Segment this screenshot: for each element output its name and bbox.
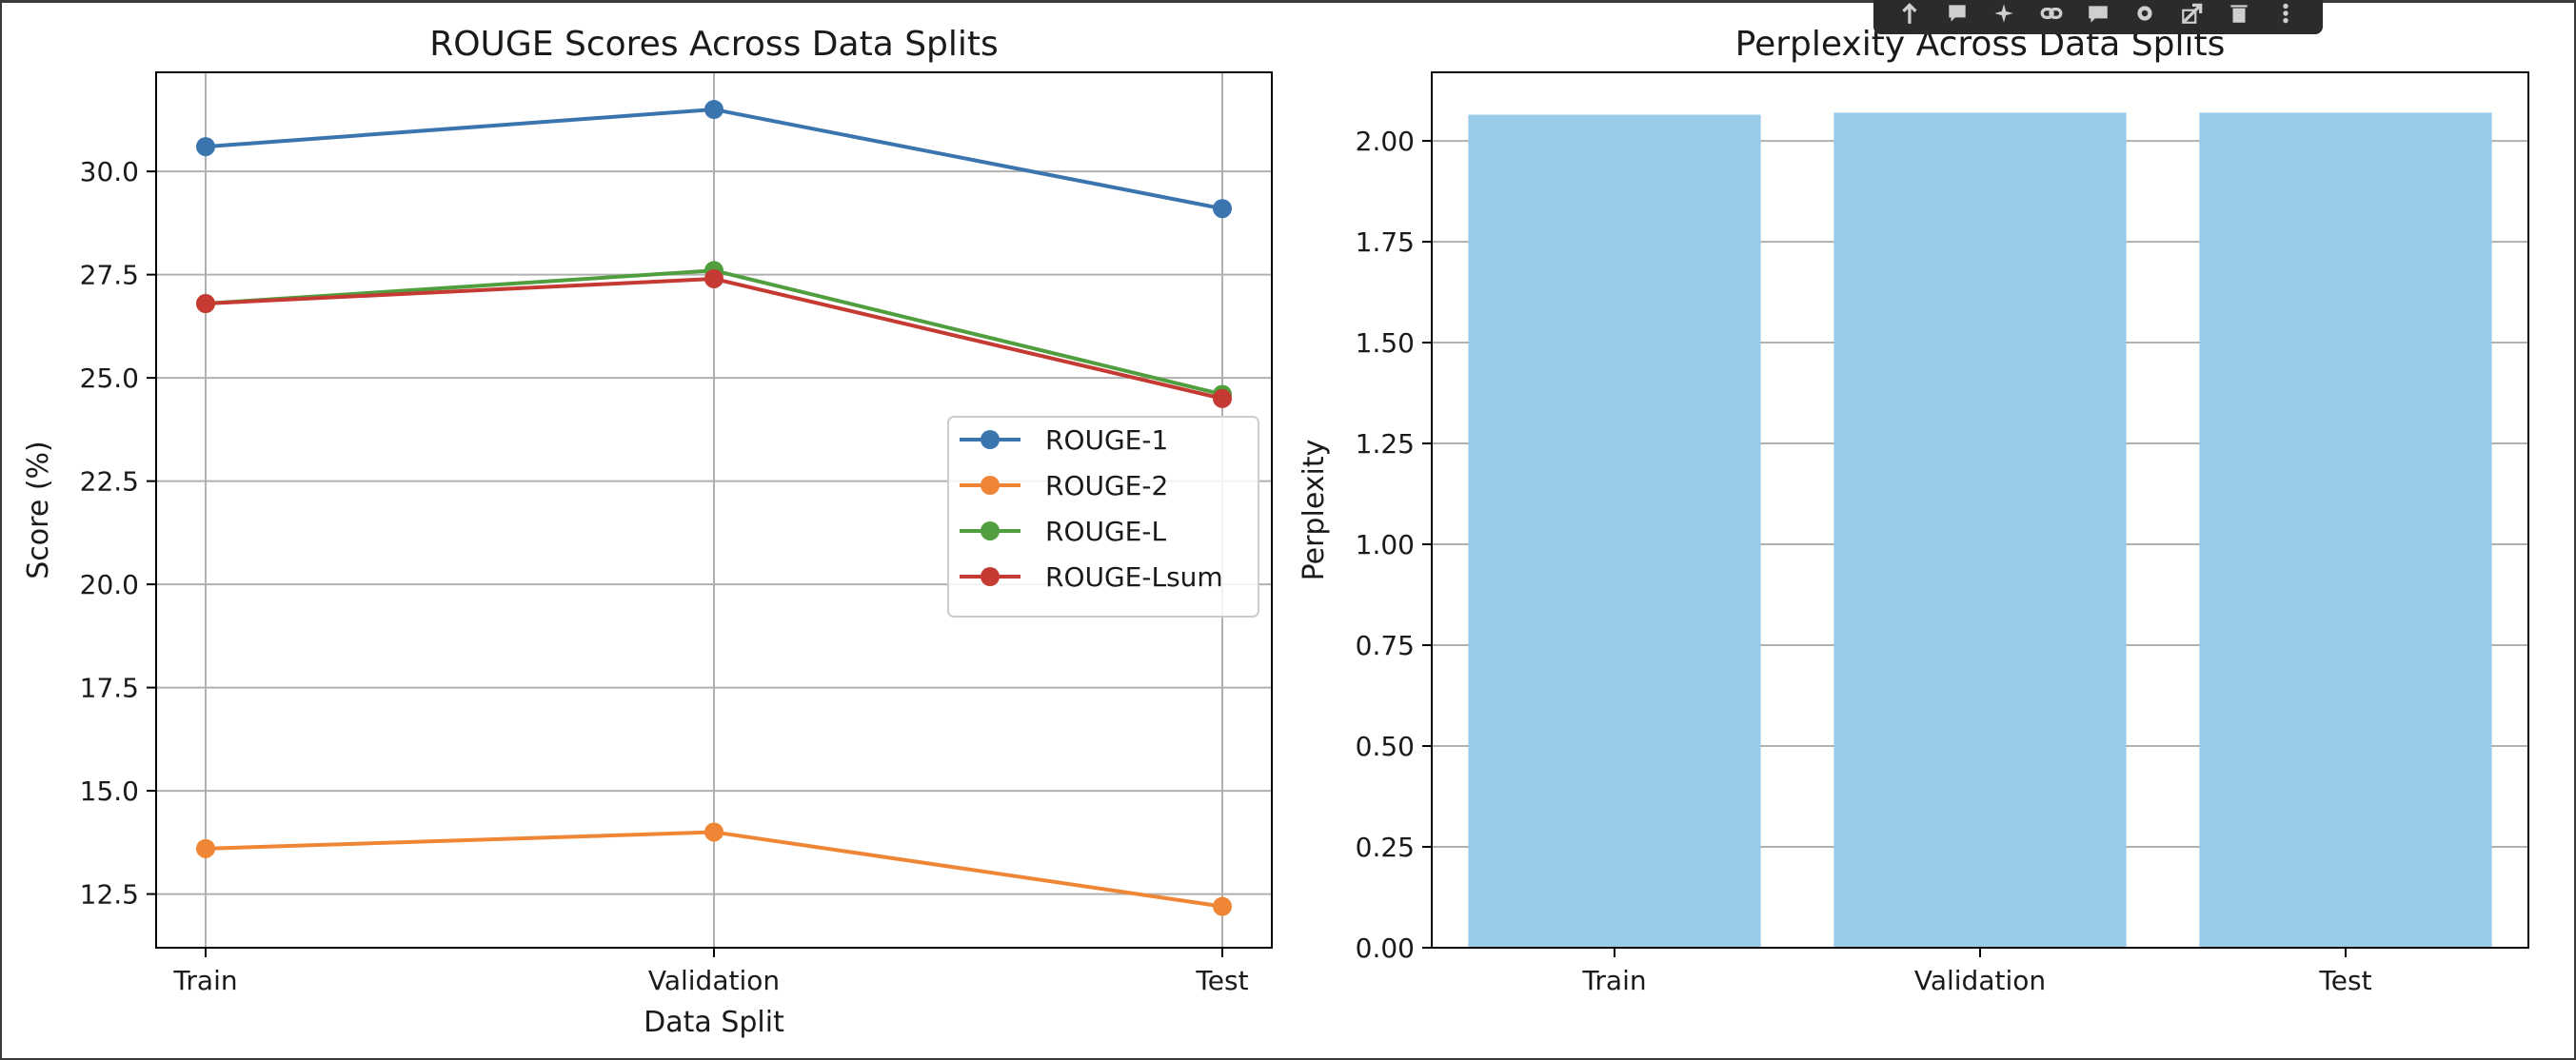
y-tick-label: 1.25	[1356, 428, 1415, 460]
perplexity-chart-ticks: 0.00 0.25 0.50 0.75 1.00 1.25 1.50 1.75 2.00 Trai…	[1356, 126, 2372, 996]
y-tick-label: 2.00	[1356, 126, 1415, 157]
y-tick-label: 20.0	[80, 569, 139, 600]
rouge-chart: 12.5 15.0 17.5 20.0 22.5 25.0 27.5 30.0 Train Val…	[22, 25, 1273, 1039]
legend-label: ROUGE-1	[1045, 424, 1168, 456]
rouge-chart-legend: ROUGE-1 ROUGE-2 ROUGE-L ROUGE-Lsum	[947, 416, 1259, 618]
rouge-chart-x-axis-label: Data Split	[644, 1006, 784, 1039]
y-tick-label: 0.75	[1356, 630, 1415, 661]
legend-entry-rouge-l: ROUGE-L	[960, 516, 1166, 547]
sparkle-icon[interactable]	[1990, 0, 2018, 28]
y-tick-label: 1.50	[1356, 327, 1415, 359]
data-point-rouge-1	[704, 100, 723, 120]
bar-train	[1468, 114, 1761, 949]
legend-entry-rouge-lsum: ROUGE-Lsum	[960, 561, 1223, 593]
x-tick-label: Test	[1195, 965, 1248, 996]
data-point-rouge-2	[196, 838, 215, 858]
y-tick-label: 0.50	[1356, 731, 1415, 762]
x-tick-label: Test	[2318, 965, 2371, 996]
data-point-rouge-lsum	[1213, 388, 1232, 408]
rouge-chart-title: ROUGE Scores Across Data Splits	[429, 25, 999, 64]
legend-marker	[981, 521, 1000, 540]
bar-test	[2199, 112, 2492, 949]
legend-marker	[981, 476, 1000, 495]
expand-icon[interactable]	[2178, 0, 2207, 28]
y-tick-label: 27.5	[80, 260, 139, 291]
x-tick-label: Validation	[1914, 965, 2046, 996]
bar-validation	[1833, 112, 2127, 949]
data-point-rouge-1	[196, 137, 215, 157]
cell-toolbar	[1873, 0, 2323, 34]
data-point-rouge-1	[1213, 199, 1232, 219]
perplexity-chart-axes-frame	[1431, 71, 2529, 949]
y-tick-label: 25.0	[80, 363, 139, 394]
legend-label: ROUGE-Lsum	[1045, 561, 1223, 593]
delete-icon[interactable]	[2225, 0, 2253, 28]
y-tick-label: 22.5	[80, 466, 139, 498]
y-tick-label: 17.5	[80, 673, 139, 704]
data-point-rouge-lsum	[704, 268, 723, 288]
perplexity-chart-bars	[1468, 112, 2492, 949]
data-point-rouge-lsum	[196, 294, 215, 314]
perplexity-chart: 0.00 0.25 0.50 0.75 1.00 1.25 1.50 1.75 2.00 Trai…	[1298, 25, 2529, 996]
legend-label: ROUGE-L	[1045, 516, 1166, 547]
y-tick-label: 1.00	[1356, 529, 1415, 560]
series-rouge-2	[196, 822, 1232, 916]
rouge-chart-axes-frame	[155, 71, 1273, 949]
chat-icon[interactable]	[2084, 0, 2112, 28]
x-tick-label: Train	[172, 965, 237, 996]
x-tick-label: Validation	[648, 965, 780, 996]
legend-entry-rouge-1: ROUGE-1	[960, 424, 1168, 456]
y-tick-label: 30.0	[80, 156, 139, 187]
comment-icon[interactable]	[1943, 0, 1972, 28]
link-icon[interactable]	[2037, 0, 2066, 28]
series-rouge-1	[196, 100, 1232, 219]
perplexity-chart-y-axis-label: Perplexity	[1298, 440, 1331, 581]
legend-label: ROUGE-2	[1045, 470, 1168, 501]
arrow-up-icon[interactable]	[1896, 0, 1925, 28]
y-tick-label: 0.25	[1356, 832, 1415, 863]
rouge-chart-series	[196, 100, 1232, 916]
series-rouge-lsum	[196, 268, 1232, 408]
y-tick-label: 15.0	[80, 775, 139, 807]
y-tick-label: 0.00	[1356, 932, 1415, 964]
y-tick-label: 1.75	[1356, 226, 1415, 258]
rouge-chart-ticks: 12.5 15.0 17.5 20.0 22.5 25.0 27.5 30.0 Train Val…	[80, 156, 1249, 996]
y-tick-label: 12.5	[80, 879, 139, 911]
rouge-chart-y-axis-label: Score (%)	[22, 441, 55, 579]
data-point-rouge-2	[1213, 896, 1232, 916]
more-icon[interactable]	[2271, 0, 2300, 28]
data-point-rouge-2	[704, 822, 723, 842]
gear-icon[interactable]	[2130, 0, 2159, 28]
legend-marker	[981, 430, 1000, 449]
legend-box	[947, 416, 1259, 618]
legend-entry-rouge-2: ROUGE-2	[960, 470, 1168, 501]
legend-marker	[981, 567, 1000, 586]
x-tick-label: Train	[1581, 965, 1646, 996]
